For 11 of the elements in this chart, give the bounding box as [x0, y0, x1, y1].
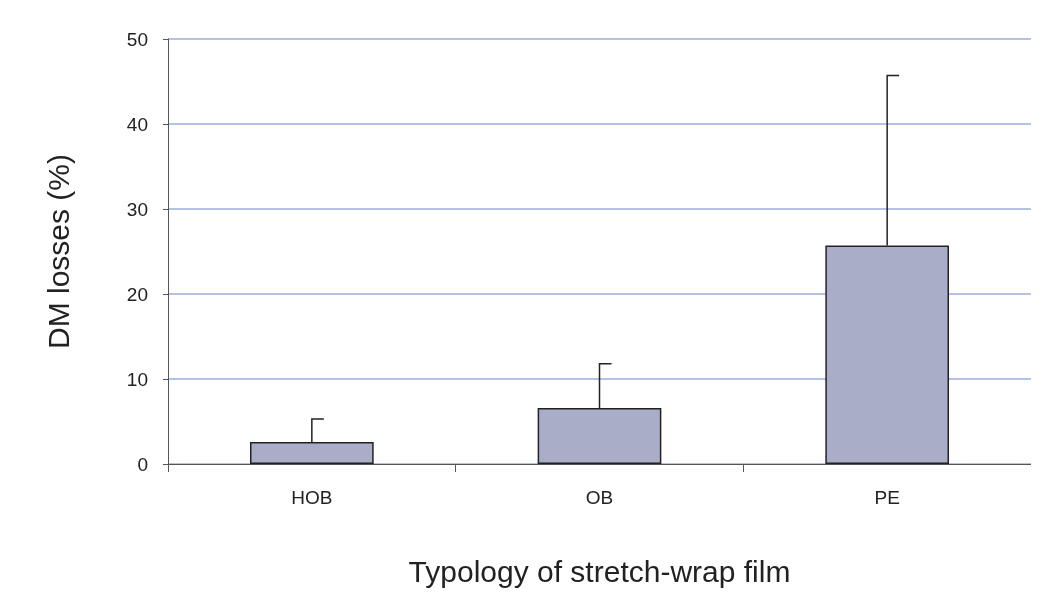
y-tick-label: 50 [126, 28, 148, 50]
y-tick-label: 0 [137, 453, 148, 475]
y-tick-label: 30 [126, 198, 148, 220]
x-tick-label: PE [874, 487, 900, 508]
y-axis-title: DM losses (%) [41, 153, 75, 350]
y-tick-label: 20 [126, 283, 148, 305]
y-tick-label: 40 [126, 113, 148, 135]
y-tick-label: 10 [126, 368, 148, 390]
x-tick-label: OB [585, 487, 614, 508]
x-tick-label: HOB [291, 487, 333, 508]
x-axis-title: Typology of stretch-wrap film [408, 554, 791, 588]
